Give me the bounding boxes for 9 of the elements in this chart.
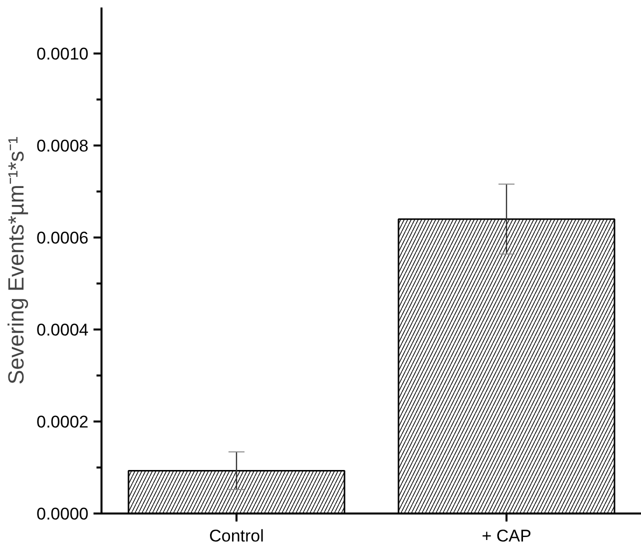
y-tick-label: 0.0008	[36, 136, 89, 156]
y-axis-title: Severing Events*µm⁻¹*s⁻¹	[4, 136, 29, 384]
y-tick-label: 0.0006	[36, 228, 89, 248]
y-tick-label: 0.0000	[36, 504, 89, 524]
y-tick-label: 0.0002	[36, 412, 89, 432]
y-tick-label: 0.0004	[36, 320, 89, 340]
x-tick-label: Control	[209, 526, 264, 546]
x-tick-label: + CAP	[482, 526, 532, 546]
y-tick-label: 0.0010	[36, 44, 89, 64]
